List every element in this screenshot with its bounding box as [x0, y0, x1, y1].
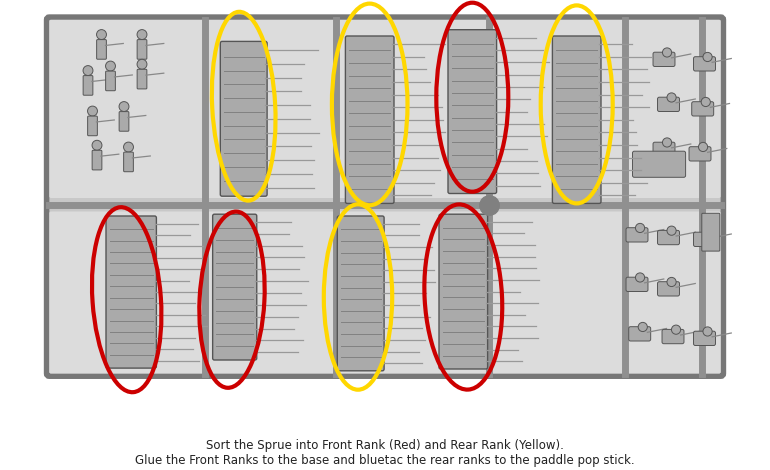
FancyBboxPatch shape: [97, 39, 106, 59]
FancyBboxPatch shape: [626, 277, 648, 291]
FancyBboxPatch shape: [691, 102, 714, 116]
FancyBboxPatch shape: [49, 212, 205, 374]
Circle shape: [703, 327, 712, 336]
Circle shape: [119, 102, 129, 111]
FancyBboxPatch shape: [83, 76, 93, 95]
FancyBboxPatch shape: [337, 216, 384, 371]
FancyBboxPatch shape: [213, 214, 256, 360]
FancyBboxPatch shape: [205, 212, 336, 374]
FancyBboxPatch shape: [552, 36, 601, 204]
FancyBboxPatch shape: [662, 329, 684, 344]
Text: Sort the Sprue into Front Rank (Red) and Rear Rank (Yellow).
Glue the Front Rank: Sort the Sprue into Front Rank (Red) and…: [136, 439, 634, 467]
Circle shape: [703, 52, 712, 62]
FancyBboxPatch shape: [439, 214, 487, 369]
Circle shape: [123, 142, 133, 152]
Circle shape: [703, 228, 712, 237]
FancyBboxPatch shape: [689, 147, 711, 161]
FancyBboxPatch shape: [336, 20, 488, 198]
FancyBboxPatch shape: [106, 216, 156, 368]
FancyBboxPatch shape: [488, 20, 625, 198]
Circle shape: [96, 30, 106, 39]
Circle shape: [638, 322, 648, 331]
FancyBboxPatch shape: [105, 71, 116, 91]
Circle shape: [635, 223, 644, 233]
FancyBboxPatch shape: [701, 213, 720, 251]
Circle shape: [667, 226, 676, 235]
Circle shape: [92, 141, 102, 150]
FancyBboxPatch shape: [701, 20, 721, 198]
FancyBboxPatch shape: [626, 227, 648, 242]
FancyBboxPatch shape: [448, 30, 497, 194]
FancyBboxPatch shape: [653, 142, 675, 157]
FancyBboxPatch shape: [49, 20, 205, 198]
Circle shape: [105, 61, 116, 71]
FancyBboxPatch shape: [346, 36, 394, 204]
Circle shape: [635, 273, 644, 282]
Circle shape: [662, 138, 671, 147]
FancyBboxPatch shape: [137, 39, 147, 59]
FancyBboxPatch shape: [625, 212, 701, 374]
Circle shape: [667, 277, 676, 287]
FancyBboxPatch shape: [658, 230, 679, 245]
FancyBboxPatch shape: [205, 20, 336, 198]
FancyBboxPatch shape: [694, 331, 715, 345]
Circle shape: [83, 66, 93, 76]
FancyBboxPatch shape: [220, 41, 267, 196]
FancyBboxPatch shape: [653, 52, 675, 67]
FancyBboxPatch shape: [488, 212, 625, 374]
FancyBboxPatch shape: [629, 327, 651, 341]
FancyBboxPatch shape: [119, 111, 129, 131]
FancyBboxPatch shape: [658, 97, 679, 111]
Circle shape: [701, 97, 711, 107]
Circle shape: [667, 93, 676, 102]
FancyBboxPatch shape: [632, 151, 685, 177]
Circle shape: [671, 325, 681, 334]
FancyBboxPatch shape: [88, 116, 97, 136]
FancyBboxPatch shape: [47, 17, 723, 376]
Circle shape: [88, 106, 98, 116]
FancyBboxPatch shape: [694, 232, 715, 246]
FancyBboxPatch shape: [701, 212, 721, 374]
Circle shape: [137, 30, 147, 39]
FancyBboxPatch shape: [124, 152, 133, 172]
Circle shape: [662, 48, 671, 57]
FancyBboxPatch shape: [625, 20, 701, 198]
Circle shape: [698, 142, 708, 151]
FancyBboxPatch shape: [92, 150, 102, 170]
FancyBboxPatch shape: [137, 69, 147, 89]
Circle shape: [137, 59, 147, 69]
FancyBboxPatch shape: [694, 57, 715, 71]
FancyBboxPatch shape: [336, 212, 488, 374]
FancyBboxPatch shape: [658, 282, 679, 296]
